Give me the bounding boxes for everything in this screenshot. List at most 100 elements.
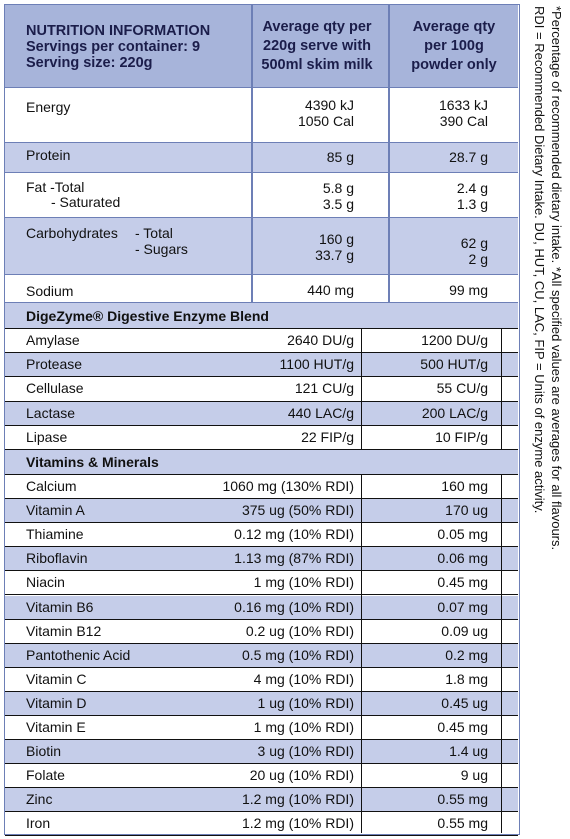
column-header-line: 500ml skim milk [261,57,373,73]
table-row-energy: Energy 4390 kJ 1050 Cal 1633 kJ 390 Cal [5,87,518,143]
row-value-per-100g: 1633 kJ 390 Cal [439,97,488,129]
column-divider [501,475,502,833]
row-label: Lipase [26,428,68,445]
row-value-per-100g: 1200 DU/g [421,332,488,348]
table-row-fat: Fat -Total - Saturated 5.8 g 3.5 g 2.4 g… [5,173,518,218]
row-value-per-serve: 22 FIP/g [301,428,354,445]
column-divider [251,5,253,303]
row-value-per-100g: 0.55 mg [437,791,488,808]
value-line: 2 g [468,251,488,267]
header-title: NUTRITION INFORMATION [26,23,211,39]
row-value-per-100g: 0.55 mg [437,815,488,832]
row-value-per-serve: 4 mg (10% RDI) [253,670,354,687]
footnote-line-1: *Percentage of recommended dietary intak… [549,6,564,551]
table-row-carbohydrates: Carbohydrates - Total - Sugars 160 g 33.… [5,218,518,275]
row-value-per-serve: 1.13 mg (87% RDI) [234,550,354,567]
row-label: Zinc [26,791,53,808]
row-value-per-100g: 0.45 mg [437,719,488,735]
row-value-per-serve: 5.8 g 3.5 g [323,180,354,212]
nutrition-panel: NUTRITION INFORMATION Servings per conta… [4,4,520,837]
row-value-per-100g: 160 mg [441,478,488,494]
table-row: Lactase 440 LAC/g 200 LAC/g [5,401,518,426]
row-label: Vitamin D [26,694,87,711]
table-row: Vitamin D 1 ug (10% RDI) 0.45 ug [5,691,518,716]
row-value-per-serve: 4390 kJ 1050 Cal [298,97,354,129]
row-label: Thiamine [26,526,84,543]
column-header-line: 220g serve with [263,38,371,54]
row-value-per-100g: 2.4 g 1.3 g [457,180,488,212]
row-label: Protease [26,356,83,373]
section-title: DigeZyme® Digestive Enzyme Blend [26,308,269,324]
row-label: Fat -Total [26,179,85,195]
row-label: Carbohydrates [26,225,118,241]
row-label: Riboflavin [26,550,88,567]
row-value-per-serve: 121 CU/g [294,380,354,397]
row-value-per-100g: 200 LAC/g [421,404,488,421]
row-label: Amylase [26,332,80,348]
section-header-enzymes: DigeZyme® Digestive Enzyme Blend [5,303,518,329]
table-row: Lipase 22 FIP/g 10 FIP/g [5,426,518,450]
row-value-per-serve: 85 g [326,149,354,165]
row-label: Vitamin B6 [26,598,94,615]
column-header-line: Average qty per [262,19,372,35]
value-line: 4390 kJ [304,97,354,113]
row-value-per-serve: 440 mg [307,282,354,298]
row-value-per-100g: 10 FIP/g [435,428,488,445]
row-value-per-serve: 3 ug (10% RDI) [257,743,354,760]
column-divider [361,329,362,450]
row-value-per-serve: 440 LAC/g [287,404,354,421]
column-divider [388,5,390,303]
column-divider [501,329,502,450]
row-value-per-serve: 20 ug (10% RDI) [249,767,354,784]
row-label: Iron [26,815,51,832]
row-value-per-100g: 0.09 ug [441,622,488,639]
column-header-line: powder only [411,57,497,73]
row-value-per-100g: 28.7 g [449,149,488,165]
row-value-per-serve: 160 g 33.7 g [315,231,354,263]
row-value-per-100g: 62 g 2 g [461,235,488,267]
row-label: Biotin [26,743,62,760]
table-row: Biotin 3 ug (10% RDI) 1.4 ug [5,740,518,765]
row-value-per-100g: 1.8 mg [445,670,488,687]
row-value-per-100g: 99 mg [449,282,488,298]
row-label: Cellulase [26,380,84,397]
row-label: Vitamin B12 [26,622,102,639]
row-value-per-100g: 55 CU/g [436,380,488,397]
row-value-per-serve: 0.2 ug (10% RDI) [245,622,354,639]
table-row-sodium: Sodium 440 mg 99 mg [5,275,518,303]
row-label: Vitamin C [26,670,87,687]
row-value-per-serve: 0.16 mg (10% RDI) [234,598,354,615]
table-row: Vitamin E 1 mg (10% RDI) 0.45 mg [5,716,518,741]
table-row: Zinc 1.2 mg (10% RDI) 0.55 mg [5,788,518,813]
table-row: Vitamin A 375 ug (50% RDI) 170 ug [5,499,518,524]
row-sublabel: - Saturated [51,194,121,210]
table-header: NUTRITION INFORMATION Servings per conta… [5,5,518,88]
row-value-per-100g: 0.06 mg [437,550,488,567]
column-divider [361,475,362,833]
row-value-per-100g: 0.45 ug [441,694,488,711]
row-value-per-serve: 1100 HUT/g [279,356,354,373]
value-line: 1633 kJ [438,97,488,113]
row-value-per-100g: 9 ug [460,767,488,784]
row-value-per-100g: 500 HUT/g [420,356,488,373]
table-row: Cellulase 121 CU/g 55 CU/g [5,377,518,402]
table-row: Protease 1100 HUT/g 500 HUT/g [5,353,518,378]
row-value-per-100g: 0.2 mg [445,646,488,663]
row-label: Niacin [26,574,65,591]
row-label: Folate [26,767,65,784]
row-value-per-100g: 1.4 ug [449,743,488,760]
value-line: 390 Cal [439,113,488,129]
value-line: 3.5 g [322,196,354,212]
table-row: Vitamin C 4 mg (10% RDI) 1.8 mg [5,668,518,692]
row-label: Calcium [26,478,77,494]
row-value-per-serve: 375 ug (50% RDI) [241,502,354,519]
footnote-line-2: RDI = Recommended Dietary Intake. DU, HU… [532,6,547,514]
row-value-per-serve: 2640 DU/g [287,332,354,348]
servings-per-container: Servings per container: 9 [26,39,201,55]
row-value-per-serve: 1 mg (10% RDI) [253,574,354,591]
table-row: Vitamin B6 0.16 mg (10% RDI) 0.07 mg [5,595,518,620]
table-row: Vitamin B12 0.2 ug (10% RDI) 0.09 ug [5,620,518,644]
serving-size: Serving size: 220g [26,55,153,71]
value-line: 5.8 g [322,180,354,196]
value-line: 160 g [318,231,354,247]
